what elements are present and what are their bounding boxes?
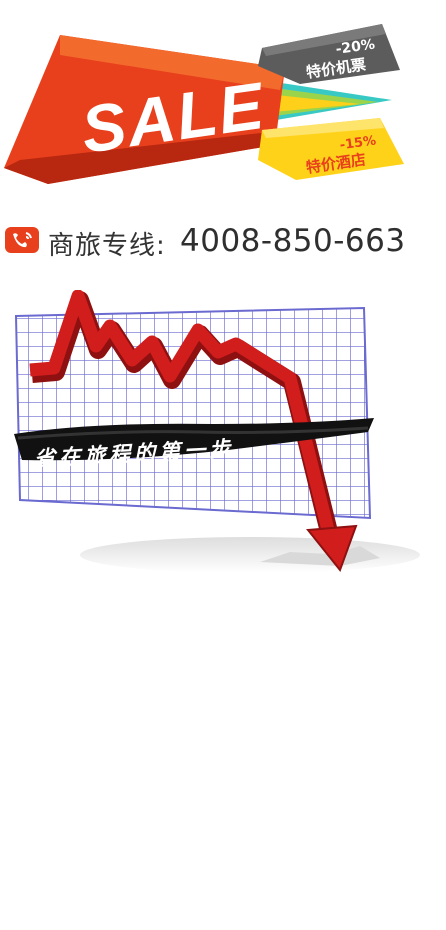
flight-discount: -20% [335, 37, 376, 58]
hotline[interactable]: 商旅专线: 4008-850-663 [2, 222, 442, 262]
hotline-number[interactable]: 4008-850-663 [180, 223, 406, 259]
grid-panel [14, 306, 372, 520]
hotel-discount-tag[interactable]: -15% 特价酒店 [258, 118, 404, 180]
hotline-label: 商旅专线: [48, 231, 166, 261]
falling-price-chart-icon: 省在旅程的第一步 [14, 290, 420, 573]
falling-arrow [29, 290, 358, 573]
flight-discount-tag[interactable]: -20% 特价机票 [258, 24, 400, 84]
hotel-discount: -15% [339, 133, 377, 153]
sale-banner: SALE -20% 特价机票 -15% 特价酒店 [4, 24, 404, 184]
phone-icon [5, 227, 39, 253]
